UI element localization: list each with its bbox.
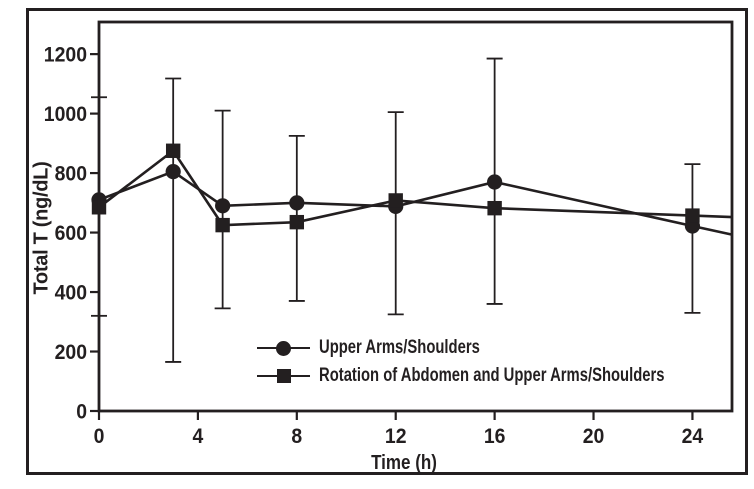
tick-label: 8 <box>291 425 302 448</box>
x-axis-ticks: 0 4 8 12 16 20 24 <box>94 411 704 448</box>
legend-label: Upper Arms/Shoulders <box>319 337 480 358</box>
tick-label: 800 <box>55 163 87 186</box>
tick-label: 1200 <box>44 44 87 67</box>
figure-frame <box>26 8 748 475</box>
tick-label: 20 <box>583 425 605 448</box>
tick-label: 12 <box>385 425 407 448</box>
square-marker-icon <box>257 366 310 386</box>
tick-label: 4 <box>193 425 204 448</box>
tick-label: 200 <box>55 341 87 364</box>
tick-label: 600 <box>55 222 87 245</box>
tick-label: 16 <box>484 425 506 448</box>
point-circle-t3 <box>165 163 181 180</box>
y-axis-title: Total T (ng/dL) <box>30 161 53 295</box>
series-line-circle <box>98 170 733 236</box>
point-square-t8 <box>289 214 305 230</box>
legend: Upper Arms/Shoulders Rotation of Abdomen… <box>257 337 754 393</box>
tick-label: 400 <box>55 282 87 305</box>
legend-label: Rotation of Abdomen and Upper Arms/Shoul… <box>319 365 665 386</box>
legend-item-upper-arms: Upper Arms/Shoulders <box>257 337 754 359</box>
legend-item-rotation: Rotation of Abdomen and Upper Arms/Shoul… <box>257 365 754 387</box>
point-square-t5 <box>215 217 230 233</box>
point-circle-t8 <box>289 195 305 211</box>
tick-label: 24 <box>682 425 704 448</box>
data-point-markers <box>91 143 701 234</box>
series-line-square <box>98 148 733 227</box>
point-circle-t16 <box>487 174 503 190</box>
y-axis-ticks: 0 200 400 600 800 1000 1200 <box>44 44 99 424</box>
point-square-t24 <box>685 208 700 223</box>
x-axis-title: Time (h) <box>371 452 437 474</box>
tick-label: 1000 <box>44 103 87 126</box>
circle-marker-icon <box>257 338 310 358</box>
point-circle-t5 <box>215 198 231 214</box>
plot-box <box>97 20 734 413</box>
point-square-t12 <box>388 193 403 208</box>
point-square-t3 <box>165 143 181 158</box>
point-square-t16 <box>487 200 502 216</box>
tick-label: 0 <box>94 425 105 448</box>
tick-label: 0 <box>76 401 87 424</box>
